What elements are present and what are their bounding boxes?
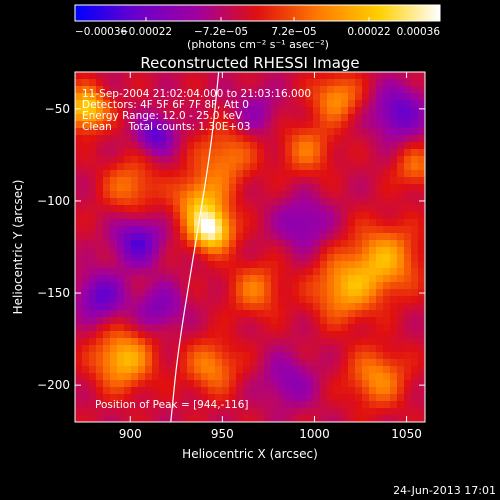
footer-timestamp: 24-Jun-2013 17:01 bbox=[393, 484, 496, 497]
colorbar-ticks: −0.00036−0.00022 −7.2e−05 7.2e−05 0.00022 0.… bbox=[74, 17, 441, 38]
colorbar-tick-label: 0.00036 bbox=[397, 26, 441, 38]
x-tick-label: 950 bbox=[211, 427, 234, 441]
peak-position-label: Position of Peak = [944,-116] bbox=[95, 399, 249, 411]
colorbar-tick-label: −0.00036 bbox=[75, 26, 128, 38]
colorbar-frame bbox=[74, 4, 441, 22]
info-clean-counts: Clean Total counts: 1.30E+03 bbox=[82, 121, 251, 133]
info-detectors: Detectors: 4F 5F 6F 7F 8F, Att 0 bbox=[82, 99, 249, 111]
y-tick-label: −150 bbox=[37, 286, 70, 300]
observation-info: 11-Sep-2004 21:02:04.000 to 21:03:16.000… bbox=[82, 88, 311, 133]
y-tick-label: −50 bbox=[45, 102, 70, 116]
y-axis-label: Heliocentric Y (arcsec) bbox=[11, 180, 25, 315]
colorbar-tick-label: −7.2e−05 bbox=[194, 26, 248, 38]
x-axis-label: Heliocentric X (arcsec) bbox=[182, 447, 318, 461]
plot-frame bbox=[74, 71, 426, 423]
solar-limb-line bbox=[170, 71, 220, 423]
colorbar bbox=[75, 5, 440, 21]
info-energy-range: Energy Range: 12.0 - 25.0 keV bbox=[82, 110, 243, 122]
colorbar-tick-label: −0.00022 bbox=[120, 26, 172, 38]
colorbar-tick-label: 0.00022 bbox=[347, 26, 390, 38]
x-tick-label: 900 bbox=[119, 427, 142, 441]
colorbar-tick-label: 7.2e−05 bbox=[271, 26, 316, 38]
axis-ticks: 900 950 1000 1050 −50 −100 −150 −200 bbox=[37, 72, 425, 441]
chart-title: Reconstructed RHESSI Image bbox=[140, 54, 359, 72]
y-tick-label: −100 bbox=[37, 194, 70, 208]
x-tick-label: 1050 bbox=[391, 427, 422, 441]
info-time-range: 11-Sep-2004 21:02:04.000 to 21:03:16.000 bbox=[82, 88, 311, 100]
x-tick-label: 1000 bbox=[299, 427, 330, 441]
y-tick-label: −200 bbox=[37, 378, 70, 392]
colorbar-units-label: (photons cm⁻² s⁻¹ asec⁻²) bbox=[187, 38, 329, 51]
heatmap-image bbox=[75, 72, 425, 422]
